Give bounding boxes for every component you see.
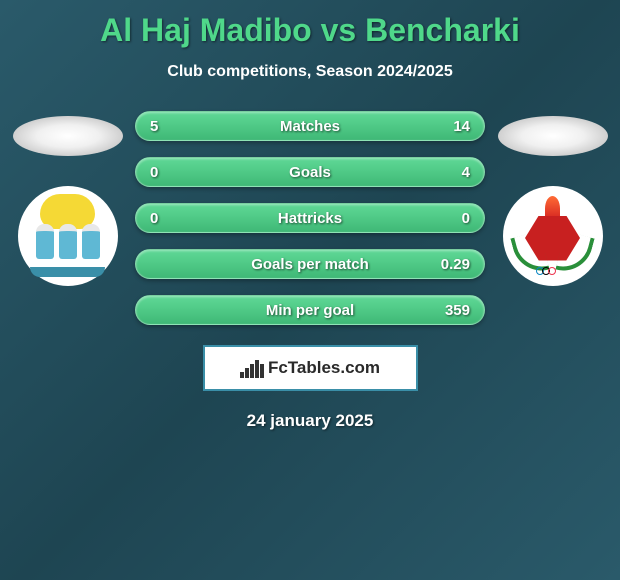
stat-right-value: 0.29 xyxy=(430,256,470,273)
stat-row-min-per-goal: Min per goal 359 xyxy=(135,295,485,325)
season-subtitle: Club competitions, Season 2024/2025 xyxy=(0,63,620,81)
stat-right-value: 359 xyxy=(430,302,470,319)
stat-right-value: 14 xyxy=(430,118,470,135)
player-left-photo xyxy=(13,116,123,156)
stat-row-hattricks: 0 Hattricks 0 xyxy=(135,203,485,233)
stat-label: Hattricks xyxy=(278,210,342,227)
club-badge-right xyxy=(503,186,603,286)
stats-column: 5 Matches 14 0 Goals 4 0 Hattricks 0 Goa… xyxy=(135,111,485,325)
comparison-title: Al Haj Madibo vs Bencharki xyxy=(0,0,620,49)
stat-left-value: 0 xyxy=(150,164,190,181)
player-right-photo xyxy=(498,116,608,156)
player-left-column xyxy=(10,111,125,286)
stat-left-value: 0 xyxy=(150,210,190,227)
source-logo-text: FcTables.com xyxy=(268,358,380,378)
stat-row-goals: 0 Goals 4 xyxy=(135,157,485,187)
stat-right-value: 0 xyxy=(430,210,470,227)
comparison-content: 5 Matches 14 0 Goals 4 0 Hattricks 0 Goa… xyxy=(0,111,620,325)
player-right-column xyxy=(495,111,610,286)
stat-label: Goals per match xyxy=(251,256,369,273)
stat-row-goals-per-match: Goals per match 0.29 xyxy=(135,249,485,279)
comparison-date: 24 january 2025 xyxy=(0,411,620,431)
club-badge-left xyxy=(18,186,118,286)
stat-label: Matches xyxy=(280,118,340,135)
stat-label: Min per goal xyxy=(266,302,354,319)
source-logo-box: FcTables.com xyxy=(203,345,418,391)
stat-left-value: 5 xyxy=(150,118,190,135)
stat-row-matches: 5 Matches 14 xyxy=(135,111,485,141)
chart-icon xyxy=(240,358,264,378)
stat-label: Goals xyxy=(289,164,331,181)
stat-right-value: 4 xyxy=(430,164,470,181)
